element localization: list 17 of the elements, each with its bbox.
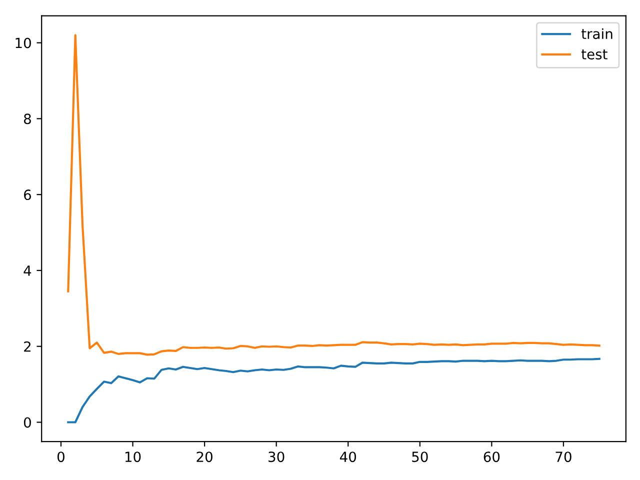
x-tick-label: 10 — [125, 452, 141, 462]
line-series — [67, 358, 600, 424]
x-tick-label: 60 — [484, 452, 500, 462]
x-tick-label: 50 — [412, 452, 428, 462]
x-tick-label: 70 — [556, 452, 572, 462]
y-tick-label: 0 — [24, 417, 31, 428]
x-tick-label: 40 — [340, 452, 356, 462]
legend-label: test — [581, 50, 608, 60]
x-tick-label: 20 — [196, 452, 212, 462]
x-tick-label: 0 — [57, 452, 64, 462]
y-tick-label: 6 — [24, 190, 32, 200]
y-tick-label: 10 — [16, 38, 31, 48]
x-tick-label: 30 — [268, 452, 284, 462]
y-tick-label: 2 — [24, 341, 30, 352]
legend-label: train — [581, 28, 612, 40]
y-tick-label: 8 — [24, 114, 31, 124]
y-tick-label: 4 — [24, 266, 32, 276]
